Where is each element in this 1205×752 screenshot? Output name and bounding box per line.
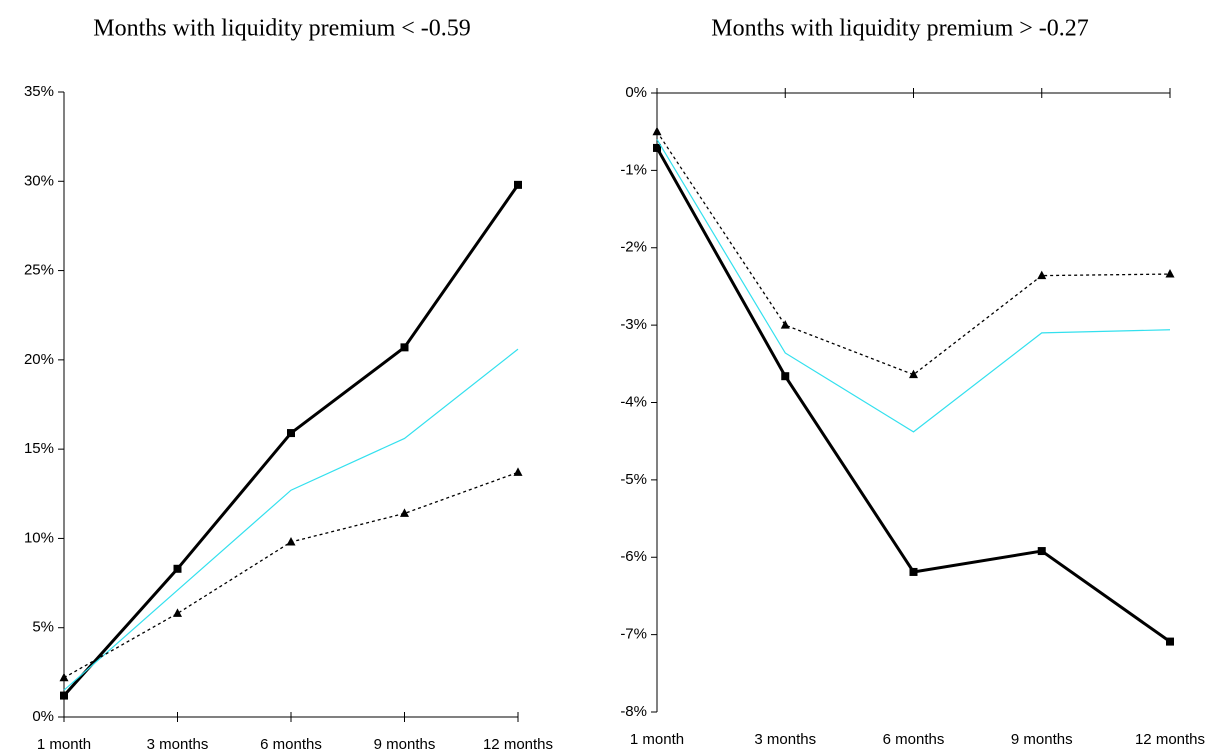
- y-tick-label: -3%: [620, 316, 647, 333]
- x-tick-label: 3 months: [147, 736, 209, 752]
- x-tick-label: 1 month: [37, 736, 91, 752]
- point: [400, 343, 409, 352]
- y-tick-label: -4%: [620, 393, 647, 410]
- point: [653, 143, 661, 152]
- series-line: [62, 183, 520, 697]
- series-line: [63, 348, 519, 691]
- point: [780, 320, 790, 329]
- series-line: [655, 147, 1171, 643]
- y-tick-label: -7%: [620, 626, 647, 643]
- x-tick-label: 6 months: [260, 736, 322, 752]
- point: [59, 672, 69, 682]
- point: [513, 467, 523, 476]
- series-line: [656, 131, 1171, 376]
- point: [286, 537, 296, 546]
- x-tick-label: 3 months: [754, 731, 816, 748]
- y-tick-label: 25%: [24, 262, 54, 279]
- point: [1037, 547, 1046, 556]
- y-tick-label: 35%: [24, 83, 54, 100]
- x-tick-label: 12 months: [1135, 731, 1205, 748]
- y-tick-label: 15%: [24, 440, 54, 457]
- y-tick-label: -8%: [620, 703, 647, 720]
- point: [173, 608, 182, 617]
- y-tick-label: -2%: [620, 239, 647, 256]
- series-line: [656, 139, 1171, 433]
- x-tick-label: 1 month: [630, 731, 684, 748]
- x-tick-label: 12 months: [483, 736, 553, 752]
- series-line: [63, 471, 519, 679]
- y-tick-label: 20%: [24, 351, 54, 368]
- point: [400, 508, 409, 517]
- point: [1166, 637, 1174, 646]
- y-tick-label: 0%: [625, 84, 647, 101]
- y-tick-label: 5%: [32, 619, 54, 636]
- point: [781, 372, 790, 381]
- y-tick-label: -6%: [620, 548, 647, 565]
- point: [173, 564, 182, 573]
- y-tick-label: 30%: [24, 172, 54, 189]
- point: [60, 691, 68, 700]
- point: [287, 429, 295, 438]
- point: [1165, 269, 1175, 278]
- x-tick-label: 6 months: [883, 731, 945, 748]
- x-tick-label: 9 months: [374, 736, 436, 752]
- point: [1037, 270, 1047, 280]
- point: [909, 567, 918, 576]
- y-tick-label: 10%: [24, 529, 54, 546]
- chart-title: Months with liquidity premium > -0.27: [711, 16, 1089, 42]
- y-tick-label: 0%: [32, 708, 54, 725]
- x-tick-label: 9 months: [1011, 731, 1073, 748]
- point: [514, 180, 522, 189]
- point: [909, 369, 918, 379]
- chart-title: Months with liquidity premium < -0.59: [93, 16, 471, 42]
- point: [652, 126, 662, 136]
- y-tick-label: -5%: [620, 471, 647, 488]
- y-tick-label: -1%: [620, 161, 647, 178]
